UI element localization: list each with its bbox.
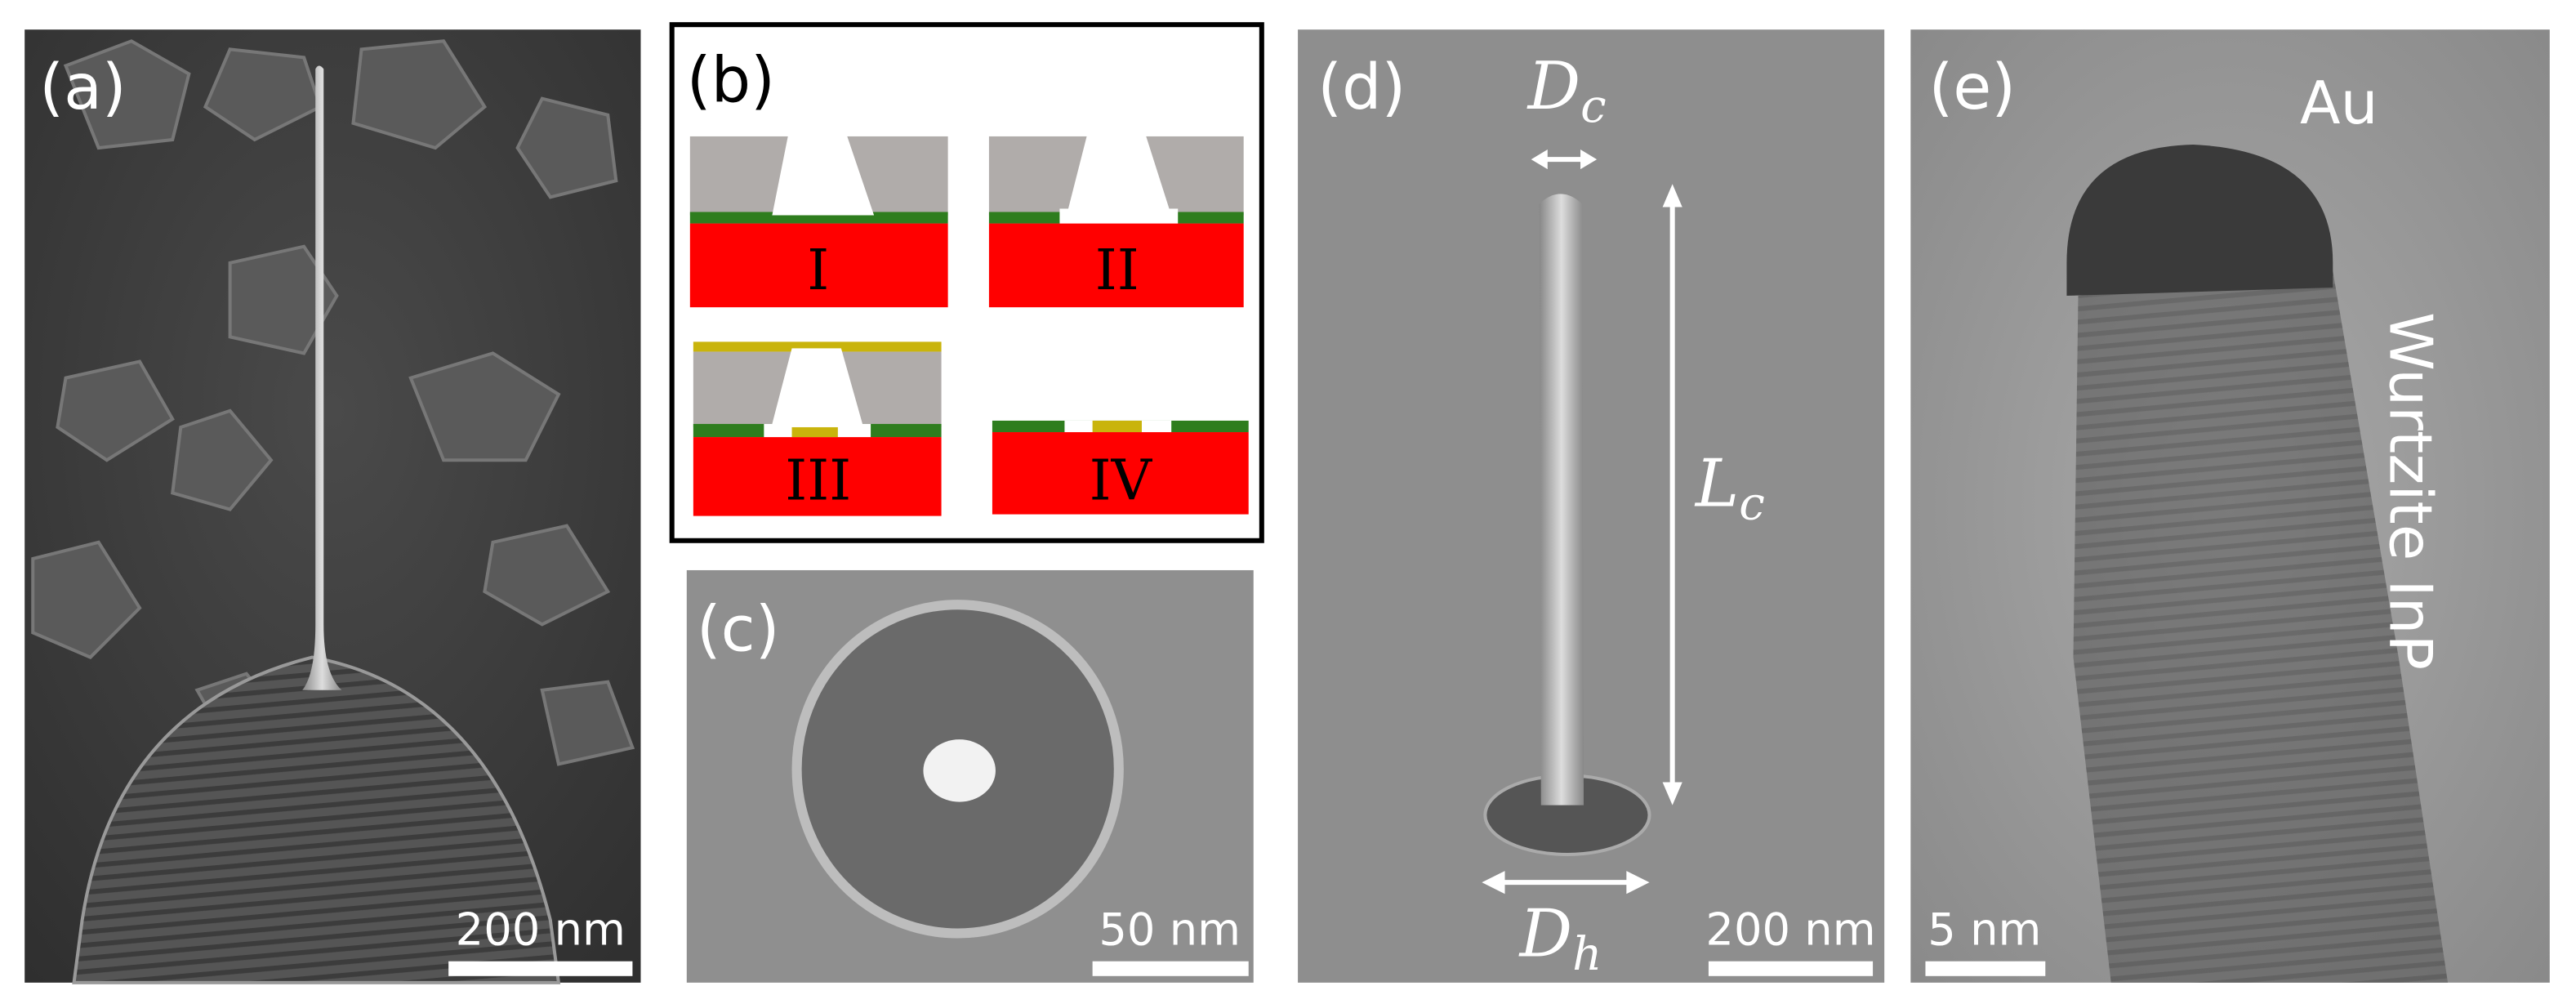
scale-label: 200 nm <box>1705 904 1875 956</box>
scale-bar <box>1925 961 2046 976</box>
panel-a <box>25 29 641 984</box>
panel-b: (b) I II III IV <box>669 22 1264 543</box>
step-label: I <box>807 239 829 303</box>
scale-label: 5 nm <box>1928 904 2041 956</box>
panel-d: Dc Lc Dh <box>1298 29 1885 983</box>
panel-label: (c) <box>697 594 780 667</box>
panel-e: Au Wurtzite InP <box>1910 29 2550 983</box>
scale-label: 200 nm <box>456 904 626 956</box>
scale-bar <box>448 961 633 976</box>
panel-label: (e) <box>1928 51 2016 124</box>
scale-label: 50 nm <box>1099 904 1241 956</box>
scale-bar <box>1708 961 1874 976</box>
annotation: Lc <box>1694 445 1765 531</box>
step-label: II <box>1095 239 1139 303</box>
scale-bar <box>1092 961 1249 976</box>
panel-c <box>686 569 1254 983</box>
annotation: Dh <box>1518 895 1602 981</box>
step-label: III <box>785 448 851 513</box>
step-label: IV <box>1090 448 1153 513</box>
annotation: Wurtzite InP <box>2376 312 2445 670</box>
annotation: Dc <box>1526 47 1607 133</box>
panel-label: (a) <box>39 51 126 124</box>
annotation: Au <box>2300 69 2378 138</box>
panel-label: (d) <box>1317 51 1406 124</box>
panel-label: (b) <box>687 45 775 118</box>
